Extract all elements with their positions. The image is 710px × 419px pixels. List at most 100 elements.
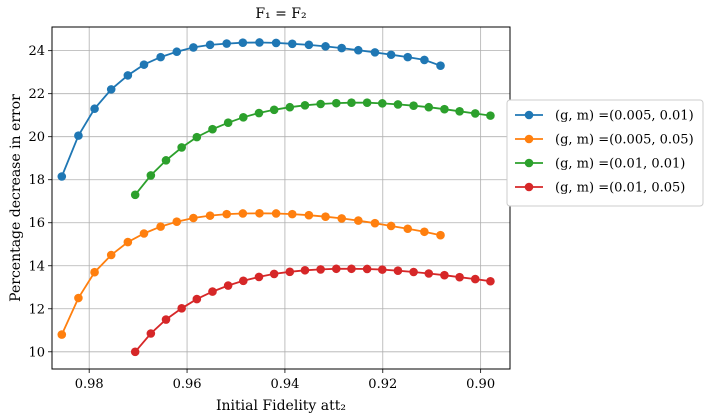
series-1 [57, 38, 445, 181]
data-point [393, 100, 403, 109]
data-point [156, 52, 165, 62]
data-point [172, 47, 182, 57]
series-line [60, 41, 441, 177]
data-point [354, 45, 363, 55]
data-point [347, 98, 356, 108]
data-point [424, 269, 434, 278]
data-point [189, 43, 198, 52]
legend-marker [524, 110, 534, 120]
series-3 [130, 98, 495, 200]
data-point [420, 55, 429, 65]
data-point [222, 209, 231, 219]
data-point [123, 237, 133, 247]
y-tick-label: 12 [28, 302, 45, 317]
data-point [57, 330, 67, 339]
data-point [254, 108, 264, 118]
data-point [222, 39, 231, 48]
data-point [285, 102, 295, 112]
legend-item: (g, m) =(0.01, 0.01) [515, 157, 685, 172]
data-point [208, 124, 217, 134]
legend-items: (g, m) =(0.005, 0.01) (g, m) =(0.005, 0.0… [515, 109, 694, 196]
legend-item: (g, m) =(0.01, 0.05) [515, 181, 685, 196]
legend-box [506, 99, 704, 207]
data-point [239, 276, 248, 286]
legend-label: (g, m) =(0.005, 0.01) [555, 109, 694, 124]
legend-marker [524, 158, 534, 168]
plot-series [57, 38, 495, 357]
data-point [269, 105, 279, 115]
data-point [470, 274, 480, 284]
data-point [362, 98, 372, 108]
legend-label: (g, m) =(0.005, 0.05) [555, 133, 694, 148]
data-point [269, 269, 279, 279]
data-point [337, 43, 346, 53]
data-point [386, 221, 396, 231]
data-point [354, 216, 363, 225]
data-point [304, 210, 314, 220]
x-axis-label: Initial Fidelity att₂ [216, 398, 346, 414]
data-point [74, 293, 83, 303]
data-point [486, 276, 495, 286]
data-point [189, 213, 198, 223]
data-point [347, 264, 356, 274]
data-point [192, 132, 202, 142]
data-point [146, 329, 156, 338]
data-point [377, 99, 387, 108]
data-point [205, 211, 215, 220]
data-point [370, 48, 380, 57]
y-tick-label: 10 [28, 345, 45, 360]
plot-frame [51, 26, 511, 370]
data-point [123, 71, 133, 80]
data-point [337, 214, 346, 223]
data-point [192, 294, 202, 304]
data-point [316, 99, 325, 109]
data-point [440, 270, 449, 280]
data-point [316, 265, 325, 274]
legend: (g, m) =(0.005, 0.01) (g, m) =(0.005, 0.0… [506, 99, 704, 207]
data-point [146, 171, 156, 180]
series-line [60, 212, 441, 335]
data-point [409, 101, 418, 111]
y-axis-label: Percentage decrease in error [8, 94, 24, 302]
data-point [57, 172, 67, 181]
data-point [436, 61, 445, 71]
y-tick-label: 22 [28, 87, 45, 102]
data-point [377, 265, 387, 274]
data-point [139, 229, 149, 238]
data-point [238, 209, 248, 218]
series-4 [130, 264, 495, 357]
data-point [156, 222, 165, 231]
data-point [90, 267, 99, 277]
data-point [300, 100, 310, 110]
data-point [254, 272, 264, 282]
y-tick-label: 20 [28, 130, 45, 145]
data-point [161, 156, 171, 165]
legend-item: (g, m) =(0.005, 0.05) [515, 133, 694, 148]
legend-label: (g, m) =(0.01, 0.01) [555, 157, 685, 172]
y-tick-label: 18 [28, 173, 45, 188]
y-tick-label: 24 [28, 44, 45, 59]
x-tick-label: 0.92 [368, 377, 397, 392]
series-2 [57, 208, 445, 339]
data-point [238, 38, 248, 48]
data-point [321, 42, 330, 51]
data-point [370, 218, 380, 228]
x-tick-label: 0.96 [173, 377, 202, 392]
data-point [208, 287, 217, 296]
data-point [255, 38, 264, 47]
y-tick-label: 14 [28, 259, 45, 274]
data-point [300, 265, 310, 275]
data-point [321, 212, 330, 222]
data-point [420, 227, 429, 237]
data-point [386, 50, 396, 60]
data-point [362, 264, 372, 274]
data-point [455, 272, 464, 282]
data-point [287, 39, 297, 49]
legend-marker [524, 182, 534, 192]
data-point [304, 40, 314, 50]
data-point [130, 347, 140, 357]
data-point [409, 267, 418, 277]
data-point [223, 118, 233, 128]
series-line [134, 101, 491, 196]
